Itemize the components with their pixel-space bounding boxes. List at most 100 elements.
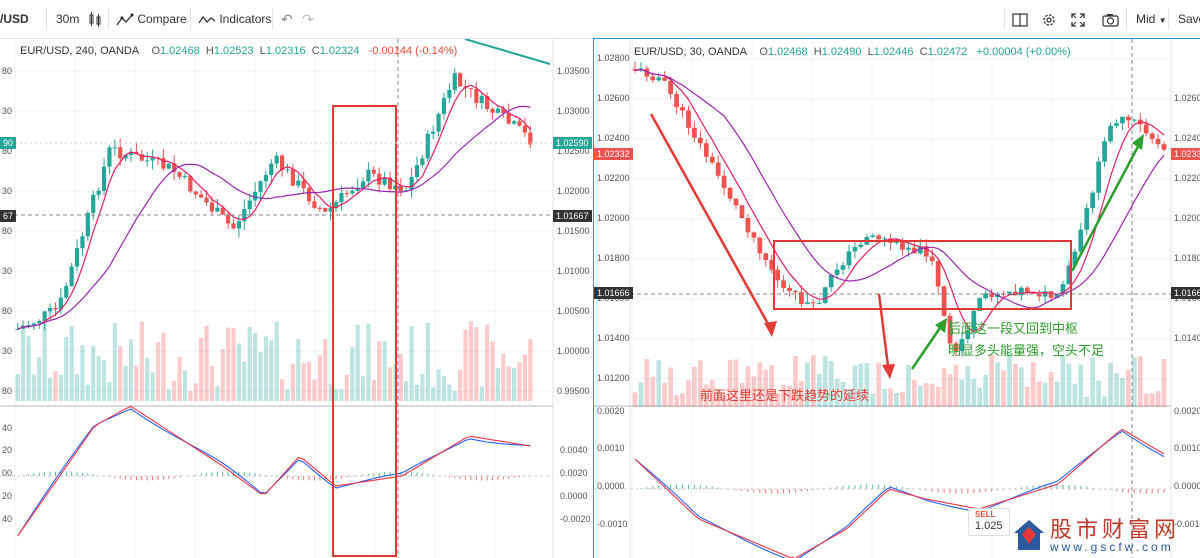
left-axis-label: 80 [2, 146, 12, 156]
volume-bar [371, 379, 376, 401]
volume-bar [404, 381, 409, 401]
price-axis-label: 0.99500 [557, 386, 590, 396]
volume-bar [775, 393, 781, 407]
volume-bar [58, 374, 63, 401]
price-axis-label: 1.03000 [557, 106, 590, 116]
volume-bar [290, 363, 295, 401]
candle-body [118, 147, 123, 159]
compare-label: Compare [137, 12, 187, 26]
right-chart-canvas[interactable]: 1.02800 1.02600 1.02400 1.02200 1.02000 1.018… [594, 39, 1200, 558]
high-value: 1.02523 [213, 45, 254, 57]
candle-body [371, 169, 376, 174]
candle-body [290, 169, 295, 186]
l-label: L [867, 46, 874, 58]
candle-body [312, 201, 317, 208]
volume-bar [80, 345, 85, 401]
volume-bar [425, 322, 430, 401]
toolbar-divider [108, 8, 109, 30]
volume-bar [96, 356, 101, 401]
volume-bar [965, 366, 971, 407]
interval-button[interactable]: 30m [56, 12, 80, 26]
candle-body [1007, 291, 1012, 295]
candle-body [166, 163, 171, 169]
candle-body [188, 176, 193, 192]
macd-left-axis-label: 40 [2, 514, 12, 524]
volume-bar [26, 336, 31, 401]
volume-bar [959, 379, 965, 407]
volume-bar [431, 387, 436, 401]
candle-body [101, 166, 107, 191]
toolbar-divider [1126, 8, 1127, 30]
volume-bar [810, 355, 816, 407]
candle-body [458, 73, 463, 87]
candle-body [1155, 138, 1161, 145]
right-symbol[interactable]: EUR/USD, 30, OANDA [634, 46, 748, 58]
low-value: 1.02316 [265, 45, 306, 57]
volume-bar [644, 359, 650, 407]
volume-bar [781, 384, 786, 407]
undo-icon[interactable]: ↶ [281, 11, 293, 27]
volume-bar [923, 383, 929, 407]
redo-icon[interactable]: ↷ [302, 11, 314, 27]
candle-body [58, 297, 63, 310]
crosshair-price-badge-left: 67 [0, 210, 17, 222]
volume-bar [858, 363, 864, 407]
volume-bar [479, 386, 484, 401]
candle-body [64, 286, 69, 298]
left-symbol[interactable]: EUR/USD, 240, OANDA [20, 45, 140, 57]
right-chart-pane[interactable]: 1.02800 1.02600 1.02400 1.02200 1.02000 1.018… [593, 38, 1200, 558]
candle-body [1102, 141, 1107, 162]
candle-body [182, 176, 188, 178]
volume-bar [409, 326, 414, 401]
macd-axis-label: -0.0020 [560, 514, 591, 524]
left-chart-pane[interactable]: 1.03500 1.03000 1.02500 1.02000 1.01500 1.010… [0, 39, 592, 558]
candle-body [285, 169, 290, 171]
candles-icon[interactable] [88, 0, 102, 38]
candle-body [1060, 284, 1066, 294]
price-axis-label: 1.02500 [557, 146, 590, 156]
candle-body [80, 236, 85, 249]
candle-body [37, 320, 42, 324]
layout-icon[interactable] [1012, 0, 1028, 38]
price-axis-label: 1.01400 [597, 333, 630, 343]
volume-bar [846, 388, 852, 407]
volume-bar [317, 355, 322, 401]
candle-body [906, 247, 911, 250]
candle-body [193, 191, 198, 195]
volume-bar [150, 372, 155, 401]
fullscreen-icon[interactable] [1071, 0, 1085, 38]
volume-bar [1161, 359, 1167, 407]
volume-bar [279, 379, 285, 401]
indicators-button[interactable]: Indicators [198, 0, 271, 38]
candle-body [1143, 124, 1149, 134]
volume-bar [941, 367, 947, 407]
candle-body [269, 163, 274, 175]
volume-bar [834, 378, 840, 407]
candle-body [47, 307, 53, 312]
toolbar-divider [190, 8, 191, 30]
price-axis-label: 1.0200 [1174, 213, 1200, 223]
price-source-dropdown[interactable]: Mid ▼ [1136, 0, 1167, 38]
candle-body [775, 269, 781, 281]
camera-icon[interactable] [1102, 0, 1119, 38]
volume-bar [1084, 396, 1090, 407]
volume-bar [312, 379, 317, 401]
volume-bar [118, 346, 123, 401]
chevron-down-icon: ▼ [1158, 16, 1167, 25]
volume-bar [715, 389, 721, 407]
price-axis-label: 1.0180 [1174, 253, 1200, 263]
candle-body [436, 113, 441, 132]
gear-icon[interactable] [1041, 0, 1057, 38]
volume-bar [387, 367, 393, 401]
volume-bar [188, 390, 193, 401]
candle-body [128, 151, 134, 155]
symbol-search[interactable]: /USD [0, 12, 29, 26]
candle-body [709, 156, 715, 163]
volume-bar [721, 395, 727, 407]
sell-button[interactable]: SELL 1.025 [968, 508, 1010, 536]
compare-button[interactable]: Compare [116, 0, 187, 38]
left-chart-canvas[interactable]: 1.03500 1.03000 1.02500 1.02000 1.01500 1.010… [0, 39, 592, 558]
volume-bar [42, 323, 47, 401]
save-button[interactable]: Save [1178, 12, 1200, 26]
left-axis-label: 30 [2, 266, 12, 276]
